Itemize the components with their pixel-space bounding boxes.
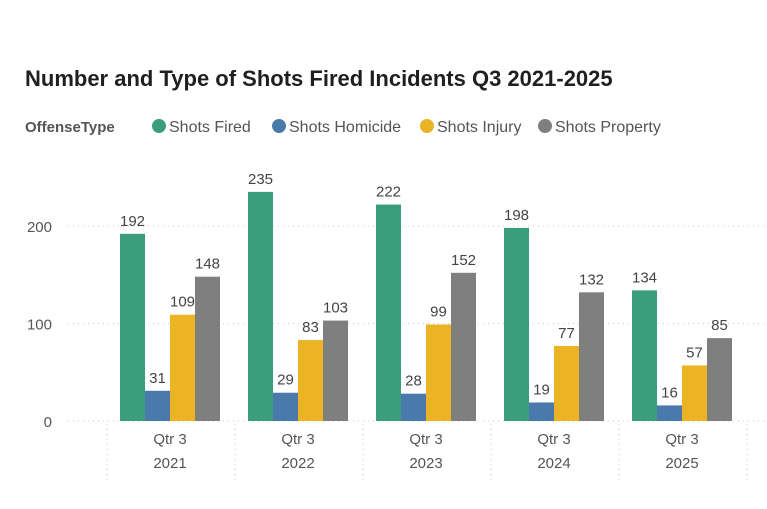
- bar-shots-homicide[interactable]: [273, 392, 298, 421]
- bar-shots-fired[interactable]: [504, 227, 529, 421]
- x-tick-label: Qtr 3: [665, 431, 698, 448]
- bar-shots-property[interactable]: [451, 272, 476, 421]
- x-tick-label: 2025: [665, 455, 698, 472]
- legend-item[interactable]: Shots Homicide: [289, 119, 401, 136]
- y-tick-label: 100: [27, 317, 52, 334]
- legend-item[interactable]: Shots Property: [555, 119, 661, 136]
- y-tick-label: 0: [44, 414, 52, 431]
- data-label: 152: [451, 252, 476, 269]
- legend-item[interactable]: Shots Injury: [437, 119, 521, 136]
- bar-shots-property[interactable]: [195, 276, 220, 421]
- data-label: 198: [504, 207, 529, 224]
- data-label: 85: [711, 317, 728, 334]
- bar-shots-injury[interactable]: [682, 365, 707, 421]
- legend-title: OffenseType: [25, 119, 115, 136]
- data-label: 31: [149, 370, 166, 387]
- data-label: 16: [661, 384, 678, 401]
- data-label: 83: [302, 319, 319, 336]
- data-label: 134: [632, 269, 657, 286]
- data-label: 222: [376, 184, 401, 201]
- data-label: 99: [430, 303, 447, 320]
- y-tick-label: 200: [27, 219, 52, 236]
- bar-shots-injury[interactable]: [426, 324, 451, 421]
- data-label: 28: [405, 373, 422, 390]
- bar-shots-homicide[interactable]: [657, 405, 682, 421]
- bar-shots-property[interactable]: [707, 338, 732, 421]
- x-tick-label: Qtr 3: [409, 431, 442, 448]
- bar-shots-fired[interactable]: [120, 233, 145, 421]
- x-tick-label: 2024: [537, 455, 570, 472]
- legend-marker-icon: [272, 119, 286, 133]
- bar-shots-property[interactable]: [579, 292, 604, 421]
- data-label: 57: [686, 344, 703, 361]
- bars: [120, 191, 732, 421]
- data-label: 103: [323, 300, 348, 317]
- bar-shots-fired[interactable]: [248, 191, 273, 421]
- x-tick-label: 2023: [409, 455, 442, 472]
- chart-title: Number and Type of Shots Fired Incidents…: [25, 66, 613, 91]
- bar-shots-fired[interactable]: [632, 290, 657, 421]
- bar-shots-injury[interactable]: [170, 314, 195, 421]
- x-tick-label: 2021: [153, 455, 186, 472]
- x-tick-label: Qtr 3: [153, 431, 186, 448]
- x-tick-label: Qtr 3: [537, 431, 570, 448]
- x-tick-label: Qtr 3: [281, 431, 314, 448]
- axes: 0 100 200 Qtr 3 2021 Qtr 3 2022 Qtr 3 2023 Qtr 3 2…: [27, 219, 699, 472]
- data-label: 235: [248, 171, 273, 188]
- bar-shots-injury[interactable]: [298, 340, 323, 421]
- data-label: 77: [558, 325, 575, 342]
- legend-marker-icon: [152, 119, 166, 133]
- x-tick-label: 2022: [281, 455, 314, 472]
- legend: OffenseType Shots Fired Shots Homicide Sho…: [25, 119, 661, 136]
- bar-shots-injury[interactable]: [554, 345, 579, 421]
- bar-shots-homicide[interactable]: [401, 393, 426, 421]
- legend-marker-icon: [538, 119, 552, 133]
- legend-marker-icon: [420, 119, 434, 133]
- data-label: 109: [170, 294, 195, 311]
- data-label: 29: [277, 372, 294, 389]
- data-label: 148: [195, 256, 220, 273]
- data-label: 192: [120, 213, 145, 230]
- bar-shots-property[interactable]: [323, 320, 348, 421]
- bar-shots-homicide[interactable]: [145, 390, 170, 421]
- bar-shots-fired[interactable]: [376, 204, 401, 421]
- data-label: 132: [579, 271, 604, 288]
- legend-item[interactable]: Shots Fired: [169, 119, 251, 136]
- bar-shots-homicide[interactable]: [529, 402, 554, 421]
- data-label: 19: [533, 381, 550, 398]
